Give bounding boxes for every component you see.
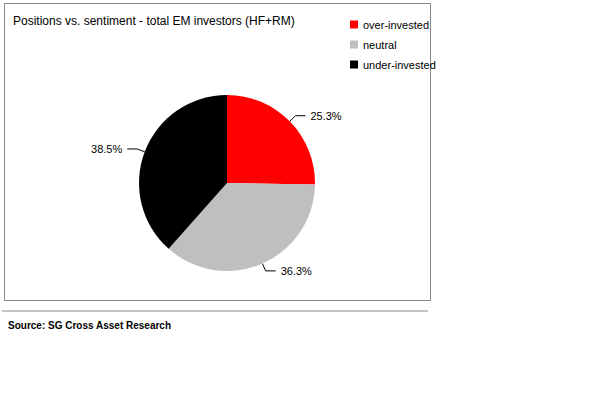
svg-text:neutral: neutral — [363, 39, 397, 51]
svg-text:36.3%: 36.3% — [281, 265, 312, 277]
svg-text:25.3%: 25.3% — [310, 110, 341, 122]
svg-text:over-invested: over-invested — [363, 19, 429, 31]
svg-text:38.5%: 38.5% — [91, 143, 122, 155]
svg-text:under-invested: under-invested — [363, 59, 436, 71]
svg-text:Positions vs. sentiment - tota: Positions vs. sentiment - total EM inves… — [13, 14, 295, 28]
svg-text:Source: SG Cross Asset Researc: Source: SG Cross Asset Research — [8, 320, 171, 331]
